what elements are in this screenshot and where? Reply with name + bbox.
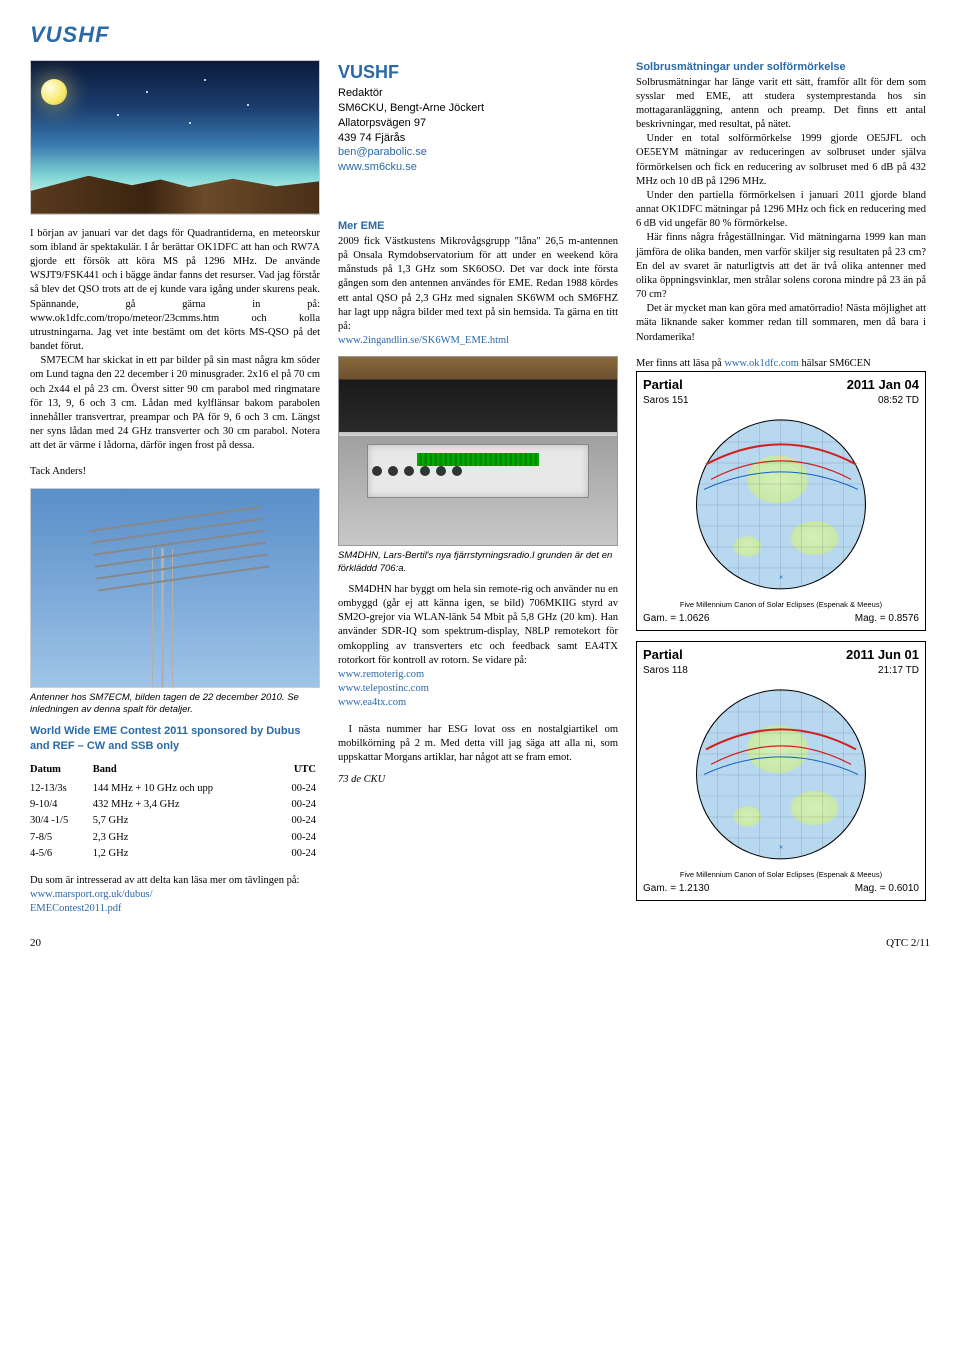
table-cell: 144 MHz + 10 GHz och upp <box>93 781 278 797</box>
contest-footer-text: Du som är intresserad av att delta kan l… <box>30 874 320 888</box>
column-right: Solbrusmätningar under solförmörkelse So… <box>636 60 926 917</box>
table-cell: 5,7 GHz <box>93 813 278 829</box>
issue-label: QTC 2/11 <box>886 936 930 951</box>
map-title-left: Partial <box>643 376 683 394</box>
table-row: 4-5/61,2 GHz00-24 <box>30 846 320 862</box>
eclipse-map: Partial 2011 Jan 04 Saros 151 08:52 TD ×… <box>636 371 926 631</box>
map-magnitude: Mag. = 0.8576 <box>855 612 919 626</box>
editor-address-1: Allatorpsvägen 97 <box>338 116 618 131</box>
signoff: 73 de CKU <box>338 773 618 787</box>
table-cell: 30/4 -1/5 <box>30 813 93 829</box>
map-gamma: Gam. = 1.2130 <box>643 882 709 896</box>
mer-eme-body: 2009 fick Västkustens Mikrovågsgrupp "lå… <box>338 235 618 334</box>
table-cell: 12-13/3s <box>30 781 93 797</box>
solar-p3: Under den partiella förmörkelsen i janua… <box>636 189 926 232</box>
intro-paragraph-2: SM7ECM har skickat in ett par bilder på … <box>30 354 320 453</box>
table-cell: 00-24 <box>278 846 320 862</box>
solar-p5: Det är mycket man kan göra med amatörrad… <box>636 302 926 345</box>
map-gamma: Gam. = 1.0626 <box>643 612 709 626</box>
page-title: VUSHF <box>30 20 930 50</box>
editor-block: Redaktör SM6CKU, Bengt-Arne Jöckert Alla… <box>338 86 618 175</box>
section-header: VUSHF <box>338 60 618 84</box>
globe-graphic <box>696 419 866 589</box>
map-credit: Five Millennium Canon of Solar Eclipses … <box>637 600 925 610</box>
ok1dfc-link[interactable]: www.ok1dfc.com <box>724 358 799 369</box>
editor-address-2: 439 74 Fjärås <box>338 131 618 146</box>
mer-eme-heading: Mer EME <box>338 219 618 234</box>
contest-link-1[interactable]: www.marsport.org.uk/dubus/ <box>30 888 320 902</box>
contest-table: Datum Band UTC 12-13/3s144 MHz + 10 GHz … <box>30 761 320 862</box>
remote-paragraph: SM4DHN har byggt om hela sin remote-rig … <box>338 583 618 668</box>
page-number: 20 <box>30 936 41 951</box>
map-magnitude: Mag. = 0.6010 <box>855 882 919 896</box>
solar-p4: Här finns några frågeställningar. Vid mä… <box>636 231 926 302</box>
table-header: Datum <box>30 761 93 781</box>
more-info-line: Mer finns att läsa på www.ok1dfc.com häl… <box>636 357 926 371</box>
remote-link-1[interactable]: www.remoterig.com <box>338 668 618 682</box>
main-columns: I början av januari var det dags för Qua… <box>30 60 930 917</box>
map-credit: Five Millennium Canon of Solar Eclipses … <box>637 870 925 880</box>
table-cell: 00-24 <box>278 781 320 797</box>
next-issue-paragraph: I nästa nummer har ESG lovat oss en nost… <box>338 723 618 766</box>
table-cell: 7-8/5 <box>30 830 93 846</box>
eclipse-map: Partial 2011 Jun 01 Saros 118 21:17 TD ×… <box>636 641 926 901</box>
table-cell: 00-24 <box>278 813 320 829</box>
solar-p1: Solbrusmätningar har länge varit ett sät… <box>636 76 926 133</box>
table-cell: 00-24 <box>278 797 320 813</box>
solar-p2: Under en total solförmörkelse 1999 gjord… <box>636 132 926 189</box>
map-saros: Saros 118 <box>643 664 688 678</box>
globe-graphic <box>696 689 866 859</box>
more-text-a: Mer finns att läsa på <box>636 358 724 369</box>
radio-caption: SM4DHN, Lars-Bertil's nya fjärrstyrnings… <box>338 550 618 575</box>
table-cell: 00-24 <box>278 830 320 846</box>
table-cell: 1,2 GHz <box>93 846 278 862</box>
map-title-left: Partial <box>643 646 683 664</box>
antenna-photo <box>30 488 320 688</box>
table-row: 30/4 -1/55,7 GHz00-24 <box>30 813 320 829</box>
table-cell: 2,3 GHz <box>93 830 278 846</box>
map-time: 08:52 TD <box>878 394 919 408</box>
table-row: 7-8/52,3 GHz00-24 <box>30 830 320 846</box>
table-cell: 432 MHz + 3,4 GHz <box>93 797 278 813</box>
table-cell: 4-5/6 <box>30 846 93 862</box>
map-time: 21:17 TD <box>878 664 919 678</box>
table-row: 12-13/3s144 MHz + 10 GHz och upp00-24 <box>30 781 320 797</box>
solar-heading: Solbrusmätningar under solförmörkelse <box>636 60 926 75</box>
radio-photo <box>338 356 618 546</box>
map-saros: Saros 151 <box>643 394 689 408</box>
editor-url[interactable]: www.sm6cku.se <box>338 160 618 175</box>
contest-link-2[interactable]: EMEContest2011.pdf <box>30 902 320 916</box>
remote-link-3[interactable]: www.ea4tx.com <box>338 696 618 710</box>
contest-heading: World Wide EME Contest 2011 sponsored by… <box>30 724 320 753</box>
mer-eme-link[interactable]: www.2ingandlin.se/SK6WM_EME.html <box>338 334 618 348</box>
intro-paragraph-1: I början av januari var det dags för Qua… <box>30 227 320 355</box>
table-cell: 9-10/4 <box>30 797 93 813</box>
more-text-b: hälsar SM6CEN <box>799 358 871 369</box>
column-left: I början av januari var det dags för Qua… <box>30 60 320 917</box>
column-middle: VUSHF Redaktör SM6CKU, Bengt-Arne Jöcker… <box>338 60 618 917</box>
table-row: 9-10/4432 MHz + 3,4 GHz00-24 <box>30 797 320 813</box>
map-title-right: 2011 Jan 04 <box>847 376 919 394</box>
editor-role: Redaktör <box>338 86 618 101</box>
remote-link-2[interactable]: www.telepostinc.com <box>338 682 618 696</box>
map-title-right: 2011 Jun 01 <box>846 646 919 664</box>
editor-name: SM6CKU, Bengt-Arne Jöckert <box>338 101 618 116</box>
page-footer: 20 QTC 2/11 <box>30 936 930 951</box>
aurora-illustration <box>30 60 320 215</box>
tack-line: Tack Anders! <box>30 465 320 479</box>
editor-email[interactable]: ben@parabolic.se <box>338 145 618 160</box>
table-header: UTC <box>278 761 320 781</box>
table-header: Band <box>93 761 278 781</box>
antenna-caption: Antenner hos SM7ECM, bilden tagen de 22 … <box>30 692 320 717</box>
